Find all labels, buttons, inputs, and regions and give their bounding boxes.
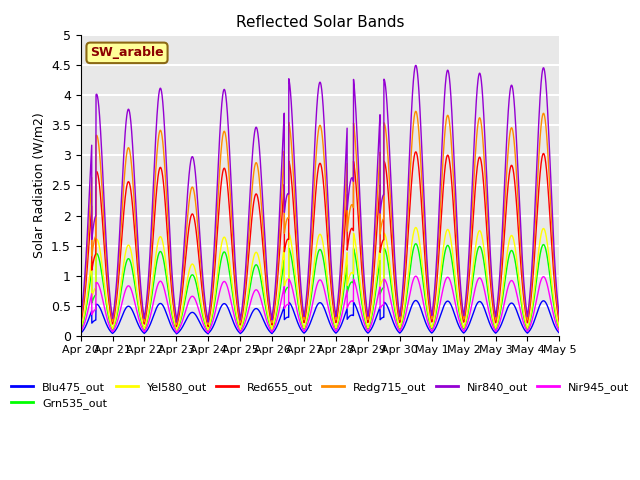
Redg715_out — [77, 318, 84, 324]
Red655_out — [555, 317, 563, 323]
Redg715_out — [173, 322, 180, 327]
Nir840_out — [427, 307, 435, 312]
Yel580_out — [556, 324, 563, 330]
Grn535_out — [302, 322, 310, 328]
Nir840_out — [412, 62, 420, 68]
Nir840_out — [555, 310, 563, 315]
Text: SW_arable: SW_arable — [90, 47, 164, 60]
Nir945_out — [77, 329, 84, 335]
Nir840_out — [173, 319, 180, 325]
Nir840_out — [163, 167, 170, 173]
Blu475_out — [555, 330, 563, 336]
Line: Grn535_out: Grn535_out — [81, 244, 559, 331]
Blu475_out — [302, 329, 310, 335]
Nir945_out — [173, 330, 180, 336]
Redg715_out — [163, 195, 170, 201]
Line: Nir945_out: Nir945_out — [81, 276, 559, 333]
Redg715_out — [427, 311, 435, 317]
Red655_out — [556, 319, 563, 325]
Redg715_out — [401, 274, 408, 280]
Nir945_out — [555, 328, 563, 334]
Yel580_out — [401, 304, 408, 310]
Yel580_out — [163, 266, 170, 272]
Yel580_out — [555, 324, 563, 329]
Blu475_out — [556, 330, 563, 336]
Yel580_out — [427, 322, 435, 328]
Redg715_out — [302, 307, 310, 313]
Nir840_out — [401, 262, 408, 268]
Grn535_out — [77, 326, 84, 332]
Red655_out — [77, 320, 84, 326]
Grn535_out — [401, 309, 408, 314]
Nir945_out — [412, 273, 420, 279]
Nir945_out — [302, 326, 310, 332]
Title: Reflected Solar Bands: Reflected Solar Bands — [236, 15, 404, 30]
Nir945_out — [556, 328, 563, 334]
Nir840_out — [302, 302, 310, 308]
Red655_out — [412, 149, 420, 155]
Grn535_out — [412, 241, 420, 247]
Blu475_out — [454, 321, 462, 327]
Line: Nir840_out: Nir840_out — [81, 65, 559, 322]
Blu475_out — [412, 298, 420, 303]
Blu475_out — [427, 329, 435, 335]
Nir840_out — [77, 314, 84, 320]
Blu475_out — [173, 331, 180, 337]
Yel580_out — [77, 325, 84, 331]
Y-axis label: Solar Radiation (W/m2): Solar Radiation (W/m2) — [33, 113, 45, 258]
Legend: Blu475_out, Grn535_out, Yel580_out, Red655_out, Redg715_out, Nir840_out, Nir945_: Blu475_out, Grn535_out, Yel580_out, Red6… — [6, 377, 634, 413]
Line: Blu475_out: Blu475_out — [81, 300, 559, 334]
Nir945_out — [454, 313, 462, 319]
Yel580_out — [454, 297, 462, 303]
Redg715_out — [555, 313, 563, 319]
Grn535_out — [454, 302, 462, 308]
Blu475_out — [401, 324, 408, 329]
Nir840_out — [556, 312, 563, 318]
Redg715_out — [412, 108, 420, 114]
Grn535_out — [173, 328, 180, 334]
Line: Redg715_out: Redg715_out — [81, 111, 559, 324]
Red655_out — [401, 285, 408, 290]
Blu475_out — [163, 311, 170, 317]
Nir840_out — [454, 244, 462, 250]
Blu475_out — [77, 330, 84, 336]
Nir945_out — [401, 317, 408, 323]
Red655_out — [163, 220, 170, 226]
Grn535_out — [163, 276, 170, 282]
Yel580_out — [302, 320, 310, 326]
Red655_out — [173, 324, 180, 329]
Grn535_out — [427, 324, 435, 330]
Red655_out — [454, 273, 462, 278]
Yel580_out — [173, 327, 180, 333]
Red655_out — [427, 315, 435, 321]
Grn535_out — [556, 326, 563, 332]
Grn535_out — [555, 325, 563, 331]
Redg715_out — [556, 316, 563, 322]
Nir945_out — [163, 296, 170, 302]
Redg715_out — [454, 259, 462, 265]
Line: Red655_out: Red655_out — [81, 152, 559, 326]
Line: Yel580_out: Yel580_out — [81, 228, 559, 330]
Yel580_out — [412, 225, 420, 230]
Nir945_out — [427, 327, 435, 333]
Red655_out — [302, 312, 310, 317]
